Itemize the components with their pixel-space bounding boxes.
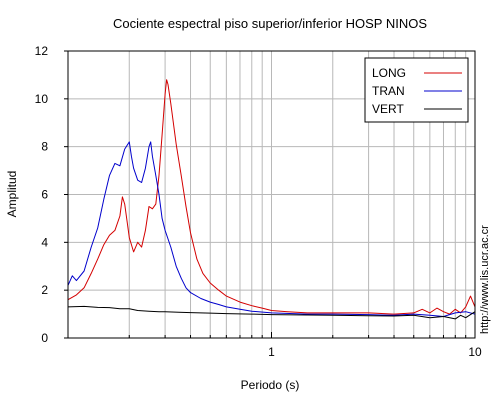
x-tick-label: 10	[468, 345, 482, 359]
legend-box	[364, 57, 469, 123]
x-tick-label: 1	[268, 345, 275, 359]
y-tick-label: 6	[41, 188, 48, 202]
y-tick-label: 8	[41, 140, 48, 154]
y-tick-label: 0	[41, 331, 48, 345]
y-axis-label: Amplitud	[5, 171, 19, 218]
series-line-long	[67, 79, 476, 315]
source-url: http://www.lis.ucr.ac.cr	[479, 225, 491, 334]
legend: LONG TRAN VERT	[364, 57, 469, 123]
y-tick-label: 12	[35, 44, 49, 58]
x-axis-label: Periodo (s)	[241, 378, 300, 392]
axes: 0 2 4 6 8 10 12 1 10	[35, 44, 482, 359]
y-tick-label: 2	[41, 283, 48, 297]
y-tick-label: 4	[41, 235, 48, 249]
series-line-vert	[67, 305, 476, 320]
chart-title: Cociente espectral piso superior/inferio…	[113, 16, 427, 31]
legend-label-long: LONG	[372, 66, 406, 80]
series-line-tran	[67, 141, 476, 317]
legend-label-vert: VERT	[372, 102, 404, 116]
legend-label-tran: TRAN	[372, 84, 405, 98]
y-tick-label: 10	[35, 92, 49, 106]
series-group	[67, 79, 476, 320]
